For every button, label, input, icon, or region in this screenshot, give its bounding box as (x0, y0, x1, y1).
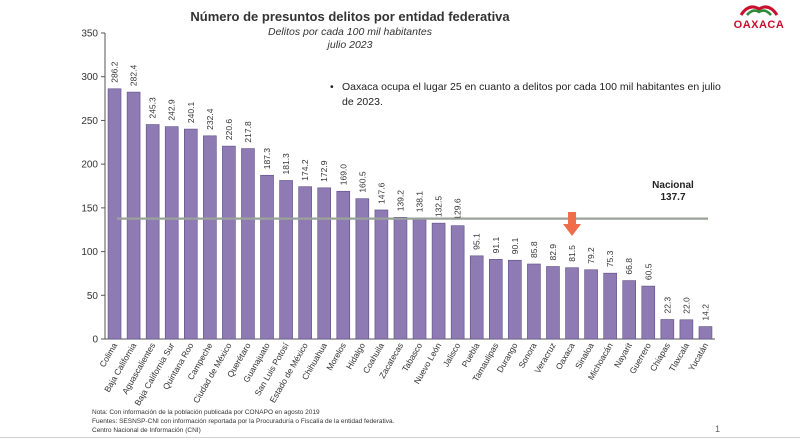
bar (203, 135, 217, 340)
bar (565, 267, 579, 340)
y-tick-label: 50 (87, 291, 99, 302)
bar-value-label: 14.2 (700, 304, 710, 321)
bar (488, 259, 503, 340)
bar-value-label: 220.6 (224, 119, 234, 141)
bar (145, 124, 160, 340)
nacional-label-value: 137.7 (660, 192, 686, 203)
bar (469, 255, 484, 340)
logo-text: OAXACA (733, 19, 785, 31)
bar (527, 263, 541, 340)
chart-value-labels: 286.2 282.4 245.3 242.9 240.1 232.4 220.6 217.8… (110, 61, 711, 320)
bar-value-label: 172.9 (319, 160, 329, 182)
bar-value-label: 232.4 (205, 108, 215, 130)
y-tick-label: 0 (92, 335, 98, 346)
bar-value-label: 138.1 (415, 191, 425, 213)
highlight-arrow-group (563, 212, 582, 236)
bar-value-label: 90.1 (510, 237, 520, 254)
bar-value-label: 95.1 (472, 233, 482, 250)
bar-value-label: 75.3 (605, 250, 615, 267)
chart-title: Número de presuntos delitos por entidad … (190, 9, 510, 24)
bullet-icon: • (330, 81, 334, 93)
y-tick-label: 150 (81, 203, 98, 214)
bar-value-label: 181.3 (281, 153, 291, 175)
bar-value-label: 85.8 (529, 241, 539, 258)
bar (546, 266, 560, 340)
bar (107, 88, 122, 340)
bar-value-label: 217.8 (243, 121, 253, 143)
bar (317, 187, 331, 340)
y-tick-label: 250 (81, 116, 98, 127)
y-tick-label: 200 (81, 160, 98, 171)
footer-institution: Centro Nacional de Información (CNI) (92, 427, 201, 434)
bar (622, 280, 636, 340)
y-tick-label: 350 (81, 29, 98, 40)
bar-value-label: 91.1 (491, 237, 501, 254)
bar (450, 225, 465, 340)
bar-value-label: 169.0 (338, 164, 348, 186)
annotation-note: • Oaxaca ocupa el lugar 25 en cuanto a d… (330, 80, 722, 110)
bar (241, 148, 255, 340)
bar-value-label: 187.3 (262, 148, 272, 170)
bar-value-label: 129.6 (453, 198, 463, 220)
bar-value-label: 22.0 (681, 297, 691, 314)
annotation-text: Oaxaca ocupa el lugar 25 en cuanto a del… (342, 81, 721, 108)
bar (584, 269, 598, 340)
bar-value-label: 79.2 (586, 247, 596, 264)
bar (260, 174, 274, 340)
bar (508, 259, 522, 340)
bar-value-label: 81.5 (567, 245, 577, 262)
y-tick-label: 300 (81, 72, 98, 83)
chart-subtitle: Delitos por cada 100 mil habitantes (267, 26, 432, 38)
bar (660, 319, 675, 340)
bar-value-label: 160.5 (357, 171, 367, 193)
y-tick-label: 100 (81, 247, 98, 258)
page-number: 1 (715, 424, 721, 434)
bar (184, 128, 198, 340)
bar-value-label: 139.2 (395, 190, 405, 212)
bar-value-label: 66.8 (624, 258, 634, 275)
bar (641, 285, 656, 340)
bar-value-label: 60.5 (643, 263, 653, 280)
bar-value-label: 82.9 (548, 244, 558, 261)
oaxaca-logo: OAXACA (730, 2, 788, 31)
bar (126, 91, 141, 340)
bar (431, 222, 446, 340)
nacional-label: Nacional 137.7 (648, 180, 698, 204)
nacional-label-name: Nacional (652, 180, 694, 191)
bar-value-label: 286.2 (110, 61, 120, 83)
bar-value-label: 282.4 (129, 65, 139, 87)
bar-value-label: 147.6 (376, 182, 386, 204)
bar (374, 209, 389, 340)
bar (698, 326, 713, 340)
bar-value-label: 245.3 (148, 97, 158, 119)
bar-value-label: 240.1 (186, 102, 196, 124)
bar (298, 186, 312, 340)
down-arrow-icon (563, 212, 582, 236)
bar-value-label: 22.3 (662, 297, 672, 314)
bottom-divider (0, 437, 800, 438)
footer-note: Nota: Con información de la población pu… (92, 409, 320, 416)
bar (679, 319, 694, 340)
bar (279, 180, 293, 340)
bar-value-label: 132.5 (434, 196, 444, 218)
bar (355, 198, 370, 340)
bar (336, 190, 351, 340)
logo-emblem-icon (739, 5, 779, 16)
bar (393, 216, 408, 340)
chart-bars (107, 88, 713, 340)
footer-sources: Fuentes: SESNSP-CNI con información repo… (92, 418, 395, 425)
bar (222, 145, 236, 340)
bar (412, 217, 427, 340)
bar-value-label: 242.9 (167, 99, 177, 121)
bar (164, 126, 179, 340)
chart-date: julio 2023 (327, 39, 373, 51)
bar (603, 272, 617, 340)
bar-value-label: 174.2 (300, 159, 310, 181)
